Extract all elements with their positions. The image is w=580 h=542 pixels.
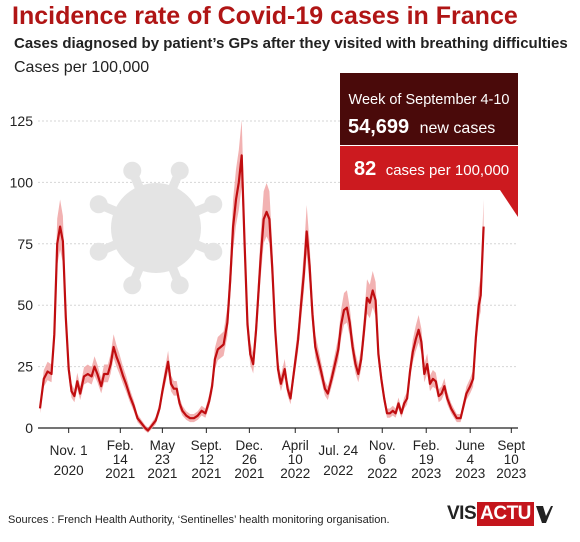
logo-vis-text: VIS [447, 503, 477, 524]
y-tick-label: 125 [10, 113, 34, 129]
y-tick-label: 25 [17, 359, 33, 375]
x-tick-label: 2021 [105, 466, 135, 481]
x-tick-label: 6 [378, 452, 386, 467]
incidence-line [38, 154, 485, 432]
x-tick-label: 2022 [280, 466, 310, 481]
x-tick-label: Sept. [191, 438, 223, 453]
x-tick-label: 2021 [191, 466, 221, 481]
callout-rate-box [340, 146, 518, 190]
uncertainty-band [40, 119, 484, 433]
latest-value-callout: Week of September 4-10 54,699 new cases … [340, 73, 518, 217]
y-axis-ticks: 0 25 50 75 100 125 [10, 113, 34, 436]
x-tick-label: 2023 [455, 466, 485, 481]
x-tick-label: 14 [113, 452, 129, 467]
x-tick-label: Nov. [369, 438, 396, 453]
x-tick-label: Jul. 24 [318, 443, 358, 458]
x-tick-label: 10 [288, 452, 303, 467]
callout-cases-number: 54,699 [348, 116, 409, 138]
x-tick-label: Feb. [107, 438, 134, 453]
callout-rate-number: 82 [354, 158, 376, 180]
visactu-logo: VIS ACTU [446, 502, 554, 526]
x-tick-label: Nov. 1 [50, 443, 88, 458]
source-note: Sources : French Health Authority, ‘Sent… [8, 514, 390, 526]
callout-week-box [340, 73, 518, 145]
x-tick-label: 2021 [147, 466, 177, 481]
callout-cases-text: new cases [420, 120, 496, 137]
virus-spike-tip [204, 242, 223, 261]
x-tick-label: 2023 [496, 466, 526, 481]
callout-new-cases: 54,699 new cases [348, 116, 495, 138]
x-tick-label: 2022 [367, 466, 397, 481]
x-tick-label: 26 [242, 452, 257, 467]
y-tick-label: 75 [17, 236, 33, 252]
virus-spike-tip [170, 276, 189, 295]
x-tick-label: June [456, 438, 485, 453]
virus-spike-tip [89, 242, 108, 261]
x-tick-label: 2021 [234, 466, 264, 481]
x-tick-label: Sept [497, 438, 525, 453]
virus-icon [89, 161, 223, 295]
y-tick-label: 0 [25, 420, 33, 436]
x-tick-label: 10 [504, 452, 519, 467]
callout-rate: 82 cases per 100,000 [354, 158, 509, 180]
x-tick-label: May [150, 438, 176, 453]
x-tick-label: Feb. [413, 438, 440, 453]
x-axis-ticks: Nov. 12020Feb.142021May232021Sept.122021… [50, 428, 526, 481]
x-tick-label: 2020 [54, 463, 84, 478]
virus-spike-tip [170, 161, 189, 180]
virus-spike-tip [204, 195, 223, 214]
y-axis-unit-label: Cases per 100,000 [14, 59, 150, 76]
logo-actu-text: ACTU [477, 502, 534, 526]
confidence-band [40, 119, 484, 433]
x-tick-label: 4 [466, 452, 474, 467]
callout-pointer [500, 190, 518, 217]
x-tick-label: 19 [419, 452, 434, 467]
x-tick-label: Dec. [235, 438, 263, 453]
y-tick-label: 100 [10, 174, 34, 190]
x-tick-label: 23 [155, 452, 170, 467]
chart-subtitle: Cases diagnosed by patient’s GPs after t… [14, 35, 568, 52]
y-tick-label: 50 [17, 297, 33, 313]
callout-rate-text: cases per 100,000 [386, 162, 509, 179]
virus-spike-tip [123, 276, 142, 295]
incidence-series [38, 154, 485, 432]
virus-body [111, 183, 201, 273]
virus-spike-tip [123, 161, 142, 180]
x-tick-label: 2023 [411, 466, 441, 481]
logo-arrow-icon [535, 506, 553, 523]
virus-spike-tip [89, 195, 108, 214]
x-tick-label: 12 [199, 452, 214, 467]
x-tick-label: 2022 [323, 463, 353, 478]
callout-week: Week of September 4-10 [349, 92, 510, 108]
x-tick-label: April [282, 438, 309, 453]
chart-title: Incidence rate of Covid-19 cases in Fran… [12, 2, 518, 30]
